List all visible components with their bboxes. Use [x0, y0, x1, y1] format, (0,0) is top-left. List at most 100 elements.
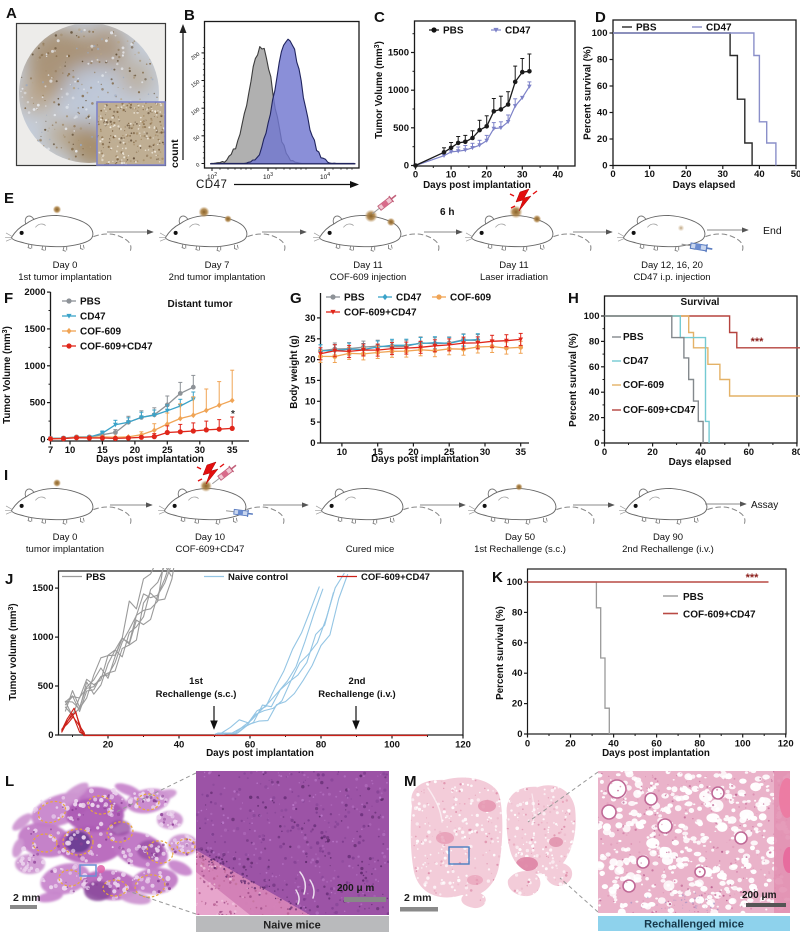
svg-text:Cured mice: Cured mice [346, 544, 395, 555]
svg-text:40: 40 [512, 668, 523, 679]
svg-text:60: 60 [589, 362, 600, 373]
svg-text:2 mm: 2 mm [13, 892, 40, 904]
svg-text:F: F [4, 290, 13, 307]
svg-text:0: 0 [610, 169, 615, 180]
svg-text:20: 20 [130, 445, 141, 456]
svg-text:PBS: PBS [80, 297, 101, 308]
svg-text:0: 0 [48, 730, 53, 741]
svg-text:0: 0 [517, 729, 522, 740]
svg-text:Tumor volume (mm3): Tumor volume (mm3) [8, 603, 19, 700]
svg-text:100: 100 [592, 28, 608, 39]
svg-text:Day 10: Day 10 [195, 532, 225, 543]
svg-text:25: 25 [444, 447, 455, 458]
svg-text:M: M [404, 773, 417, 790]
svg-text:200 μm: 200 μm [742, 890, 777, 901]
svg-text:0: 0 [195, 162, 201, 169]
svg-text:1st tumor implantation: 1st tumor implantation [18, 272, 111, 283]
svg-text:80: 80 [316, 740, 327, 751]
svg-text:G: G [290, 290, 302, 307]
svg-text:Percent survival (%): Percent survival (%) [568, 333, 579, 427]
svg-text:*: * [231, 409, 235, 420]
svg-text:Tumor Volume (mm3): Tumor Volume (mm3) [2, 326, 13, 424]
svg-text:Survival: Survival [681, 297, 720, 308]
svg-text:102: 102 [207, 172, 217, 181]
svg-text:B: B [184, 7, 195, 24]
svg-text:20: 20 [103, 740, 114, 751]
svg-text:1st Rechallenge (s.c.): 1st Rechallenge (s.c.) [474, 544, 566, 555]
svg-text:15: 15 [97, 445, 108, 456]
svg-text:7: 7 [48, 445, 53, 456]
svg-text:100: 100 [384, 740, 400, 751]
svg-text:15: 15 [372, 447, 383, 458]
svg-text:20: 20 [408, 447, 419, 458]
svg-text:Naive control: Naive control [228, 572, 288, 583]
svg-text:10: 10 [305, 396, 316, 407]
svg-text:60: 60 [651, 739, 662, 750]
svg-text:PBS: PBS [683, 592, 704, 603]
svg-text:0: 0 [525, 739, 530, 750]
svg-text:COF-609+CD47: COF-609+CD47 [176, 544, 245, 555]
svg-text:6 h: 6 h [440, 207, 454, 218]
svg-text:80: 80 [589, 336, 600, 347]
svg-text:CD47: CD47 [396, 293, 422, 304]
svg-text:J: J [5, 571, 13, 588]
svg-text:0: 0 [602, 161, 607, 172]
svg-text:***: *** [751, 336, 765, 348]
svg-text:Days post implantation: Days post implantation [602, 748, 710, 759]
svg-text:2 mm: 2 mm [404, 892, 431, 904]
svg-text:1st: 1st [189, 676, 204, 687]
svg-text:10: 10 [644, 169, 655, 180]
svg-text:1000: 1000 [388, 85, 409, 96]
svg-text:30: 30 [517, 170, 528, 181]
svg-text:1500: 1500 [24, 324, 45, 335]
svg-text:5: 5 [310, 417, 316, 428]
svg-text:1500: 1500 [32, 583, 53, 594]
svg-text:40: 40 [754, 169, 765, 180]
svg-text:COF-609+CD47: COF-609+CD47 [344, 308, 417, 319]
svg-text:Percent survival (%): Percent survival (%) [583, 46, 594, 140]
svg-text:I: I [4, 467, 8, 484]
svg-text:10: 10 [65, 445, 76, 456]
svg-text:Days post implantation: Days post implantation [423, 180, 531, 191]
svg-text:A: A [6, 5, 17, 22]
svg-text:60: 60 [744, 447, 755, 458]
svg-text:80: 80 [694, 739, 705, 750]
svg-text:Distant tumor: Distant tumor [168, 299, 233, 310]
svg-text:100: 100 [735, 739, 751, 750]
svg-text:120: 120 [778, 739, 794, 750]
svg-text:100: 100 [507, 577, 523, 588]
svg-text:Day 11: Day 11 [353, 260, 382, 271]
svg-text:80: 80 [512, 607, 523, 618]
svg-text:25: 25 [305, 334, 316, 345]
svg-text:Rechallenge (i.v.): Rechallenge (i.v.) [318, 689, 395, 700]
svg-text:CD47 i.p. injection: CD47 i.p. injection [633, 272, 710, 283]
svg-text:Day 50: Day 50 [505, 532, 535, 543]
svg-text:30: 30 [718, 169, 729, 180]
svg-text:10: 10 [446, 170, 457, 181]
svg-text:20: 20 [481, 170, 492, 181]
svg-text:20: 20 [647, 447, 658, 458]
svg-text:End: End [763, 225, 782, 237]
svg-text:C: C [374, 9, 385, 26]
svg-text:Days post implantation: Days post implantation [206, 748, 314, 759]
svg-text:Assay: Assay [751, 500, 778, 511]
svg-text:Days elapsed: Days elapsed [673, 180, 736, 191]
svg-text:2nd tumor implantation: 2nd tumor implantation [169, 272, 266, 283]
svg-text:Day 11: Day 11 [499, 260, 528, 271]
svg-text:60: 60 [597, 81, 608, 92]
svg-text:tumor implantation: tumor implantation [26, 544, 104, 555]
svg-text:PBS: PBS [443, 26, 464, 37]
svg-text:20: 20 [597, 134, 608, 145]
svg-text:60: 60 [512, 638, 523, 649]
svg-text:1500: 1500 [388, 48, 409, 59]
svg-text:Day 0: Day 0 [53, 260, 78, 271]
svg-text:Laser irradiation: Laser irradiation [480, 272, 548, 283]
svg-text:30: 30 [305, 313, 316, 324]
svg-text:***: *** [746, 572, 760, 584]
svg-text:COF-609+CD47: COF-609+CD47 [361, 572, 430, 583]
svg-text:Rechallenge (s.c.): Rechallenge (s.c.) [156, 689, 237, 700]
svg-text:COF-609+CD47: COF-609+CD47 [683, 610, 756, 621]
svg-text:Days elapsed: Days elapsed [669, 457, 732, 468]
svg-text:40: 40 [597, 108, 608, 119]
svg-text:40: 40 [174, 740, 185, 751]
